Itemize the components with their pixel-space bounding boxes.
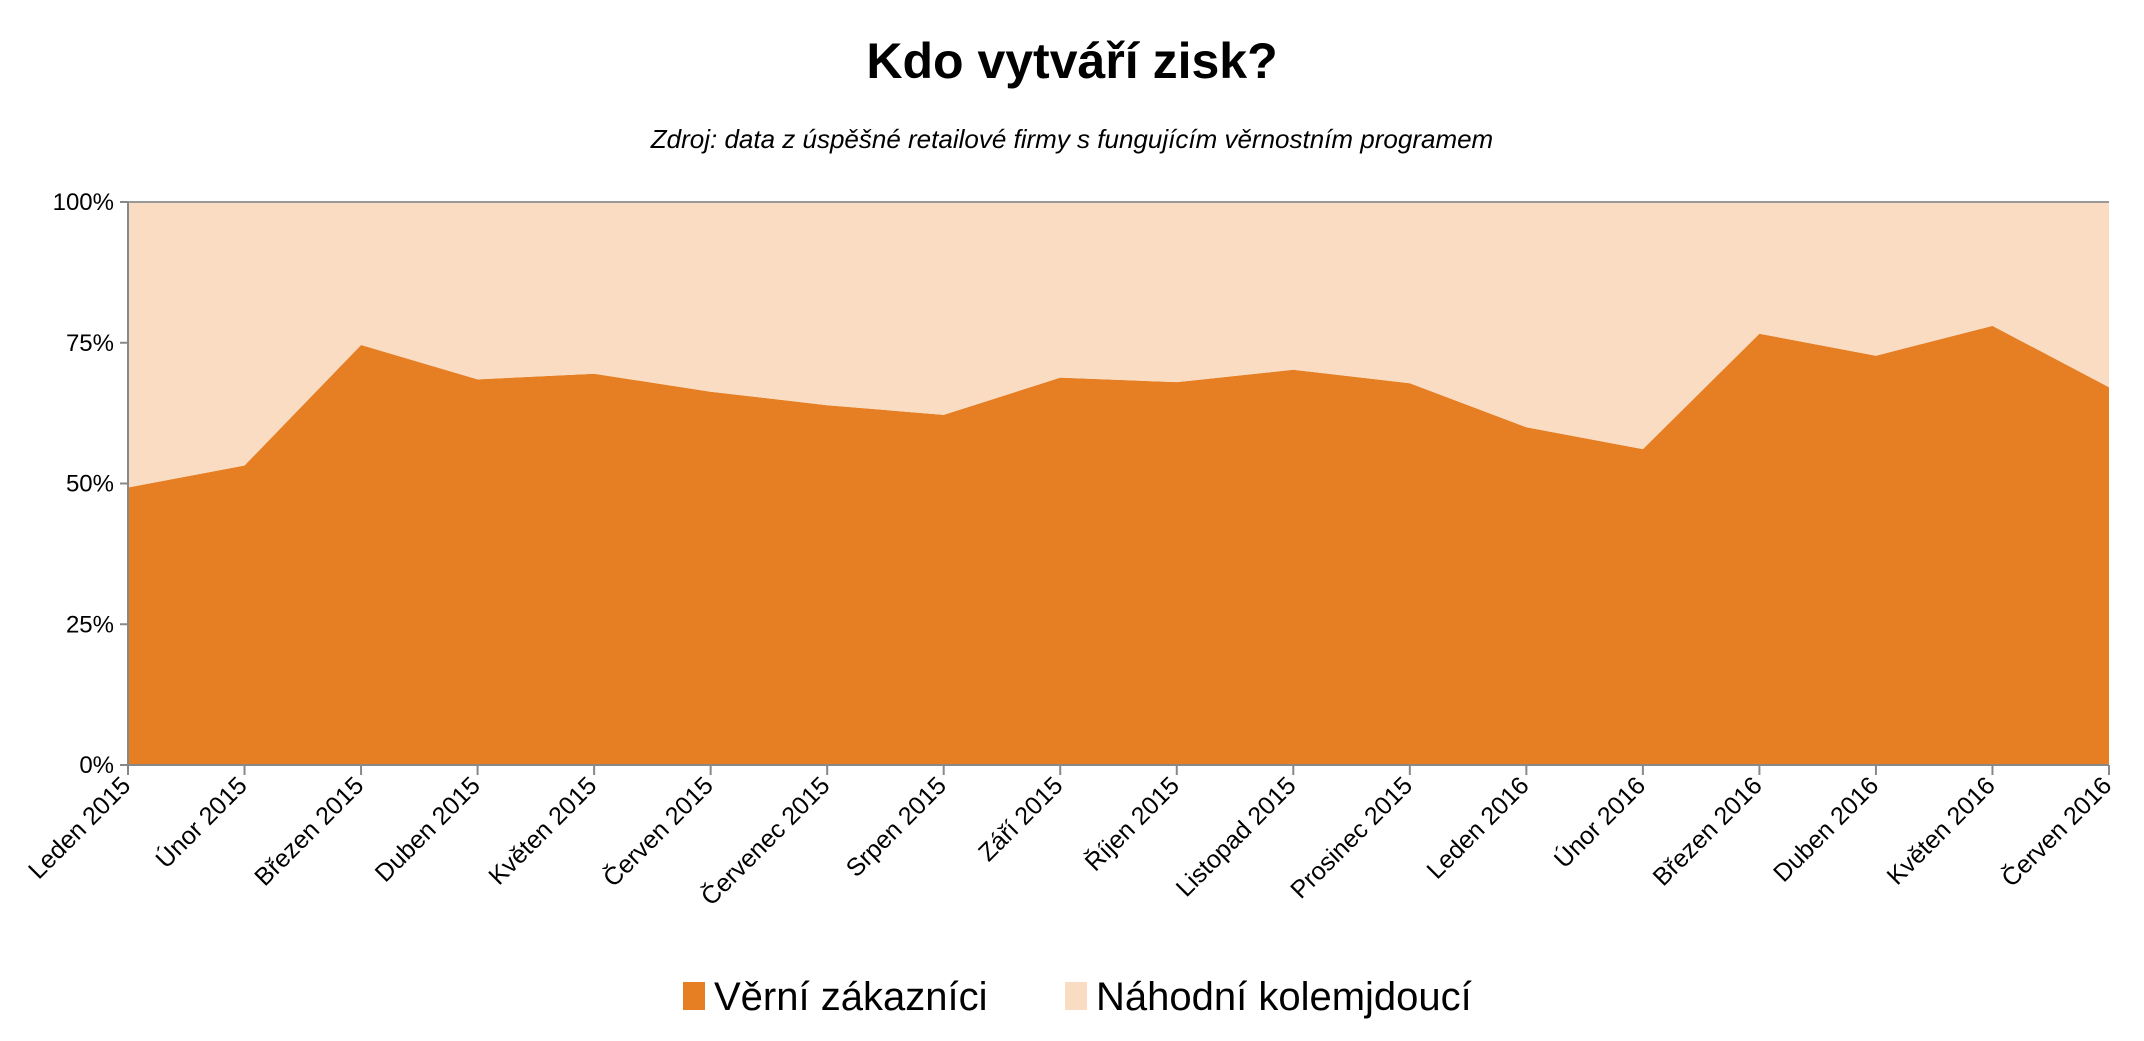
legend-swatch-nahodni-kolemjdouci xyxy=(1065,982,1087,1010)
x-tick-label: Leden 2016 xyxy=(1421,771,1534,884)
legend: Věrní zákazníci Náhodní kolemjdoucí xyxy=(683,975,1472,1019)
x-tick-label: Leden 2015 xyxy=(23,771,136,884)
y-tick-label: 50% xyxy=(66,471,114,498)
plot-area xyxy=(128,201,2109,765)
legend-swatch-verni-zakaznici xyxy=(683,982,705,1010)
x-tick-label: Březen 2015 xyxy=(249,771,369,891)
x-tick-label: Listopad 2015 xyxy=(1171,771,1302,902)
chart-title: Kdo vytváří zisk? xyxy=(866,33,1277,89)
y-axis: 0% 25% 50% 75% 100% xyxy=(53,189,129,779)
x-tick-label: Březen 2016 xyxy=(1648,771,1768,891)
x-tick-label: Duben 2015 xyxy=(370,771,486,887)
x-tick-label: Září 2015 xyxy=(973,771,1068,866)
x-tick-label: Červen 2015 xyxy=(597,771,719,893)
y-tick-label: 0% xyxy=(79,752,114,779)
x-tick-label: Červen 2016 xyxy=(1996,771,2118,893)
x-tick-label: Únor 2016 xyxy=(1548,771,1651,874)
x-tick-label: Říjen 2015 xyxy=(1079,771,1185,877)
y-tick-label: 100% xyxy=(53,189,114,216)
area-verni-zakaznici xyxy=(128,325,2109,765)
y-tick-label: 75% xyxy=(66,330,114,357)
legend-label-verni-zakaznici: Věrní zákazníci xyxy=(714,975,987,1019)
x-tick-label: Květen 2015 xyxy=(483,771,602,890)
x-tick-label: Srpen 2015 xyxy=(841,771,952,882)
legend-label-nahodni-kolemjdouci: Náhodní kolemjdoucí xyxy=(1096,975,1472,1019)
x-tick-label: Prosinec 2015 xyxy=(1285,771,1418,904)
area-nahodni-kolemjdouci xyxy=(128,202,2109,488)
x-tick-label: Duben 2016 xyxy=(1768,771,1884,887)
x-tick-label: Únor 2015 xyxy=(150,771,253,874)
x-tick-label: Květen 2016 xyxy=(1882,771,2001,890)
y-tick-label: 25% xyxy=(66,611,114,638)
chart-subtitle: Zdroj: data z úspěšné retailové firmy s … xyxy=(650,124,1493,154)
